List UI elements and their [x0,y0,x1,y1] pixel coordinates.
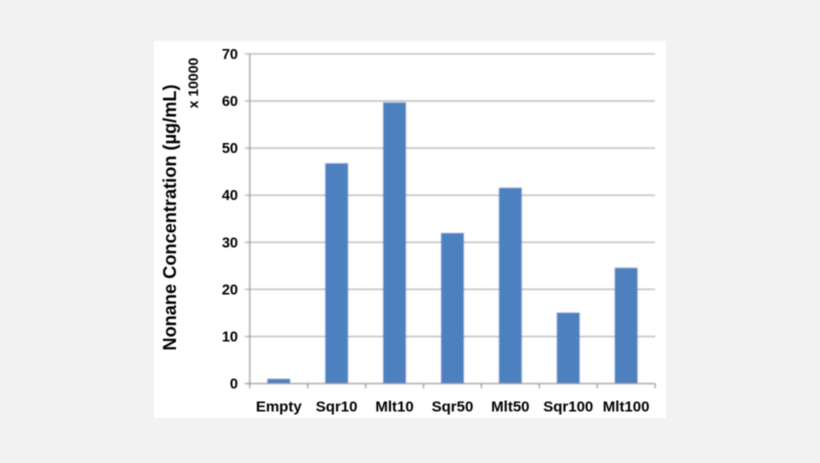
svg-text:Mlt100: Mlt100 [603,399,650,416]
svg-text:60: 60 [222,94,238,110]
svg-text:Sqr10: Sqr10 [316,399,358,416]
svg-text:0: 0 [230,377,238,393]
svg-text:Sqr50: Sqr50 [432,399,474,416]
svg-text:30: 30 [222,235,238,251]
svg-text:20: 20 [222,282,238,298]
svg-text:Nonane Concentration (µg/mL): Nonane Concentration (µg/mL) [160,84,180,350]
svg-text:x 10000: x 10000 [185,57,201,108]
svg-text:40: 40 [222,188,238,204]
svg-text:Mlt10: Mlt10 [375,399,413,416]
svg-text:50: 50 [222,141,238,157]
svg-text:Empty: Empty [256,399,303,416]
svg-text:Mlt50: Mlt50 [491,399,529,416]
svg-text:Sqr100: Sqr100 [543,399,593,416]
svg-text:10: 10 [222,330,238,346]
svg-text:70: 70 [222,47,238,63]
